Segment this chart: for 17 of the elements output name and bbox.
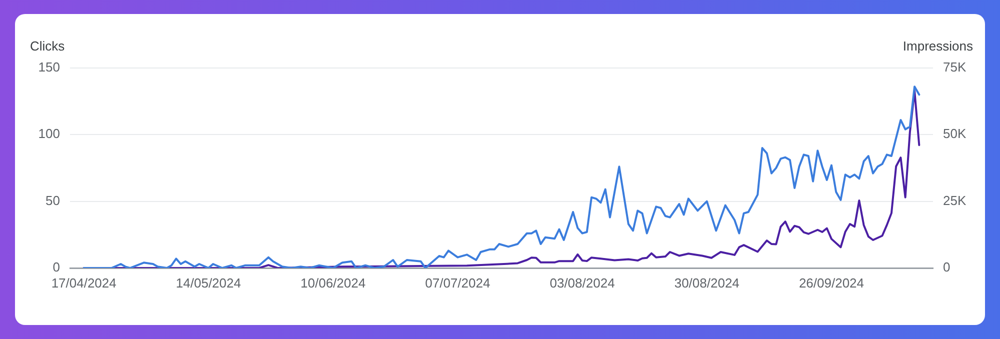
y2-tick-label: 75K — [943, 60, 966, 75]
x-tick-label: 10/06/2024 — [300, 275, 366, 290]
y-tick-label: 100 — [38, 126, 60, 142]
x-tick-label: 30/08/2024 — [674, 275, 740, 290]
y-tick-label: 0 — [52, 260, 60, 275]
y-tick-label: 150 — [38, 60, 60, 75]
x-tick-label: 17/04/2024 — [51, 275, 116, 290]
x-tick-label: 14/05/2024 — [176, 275, 241, 290]
y-axis-title: Clicks — [30, 38, 66, 54]
y2-tick-label: 0 — [943, 260, 950, 275]
y2-tick-label: 25K — [943, 192, 966, 208]
x-tick-label: 07/07/2024 — [425, 275, 490, 290]
x-tick-label: 26/09/2024 — [798, 275, 864, 290]
y-tick-label: 50 — [46, 192, 60, 208]
y2-axis-title: Impressions — [902, 38, 974, 54]
y2-tick-label: 50K — [943, 126, 966, 142]
x-tick-label: 03/08/2024 — [550, 275, 615, 290]
